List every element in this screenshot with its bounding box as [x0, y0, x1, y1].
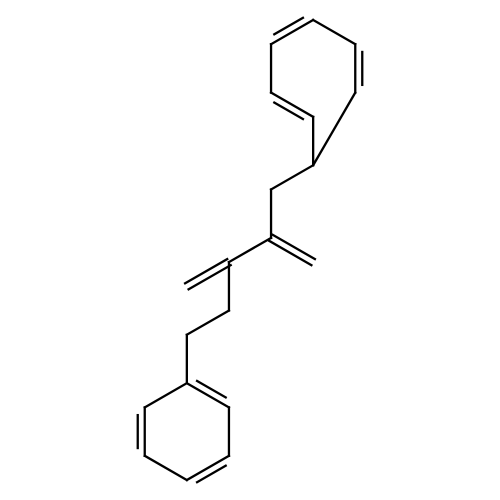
molecule-diagram — [0, 0, 500, 500]
